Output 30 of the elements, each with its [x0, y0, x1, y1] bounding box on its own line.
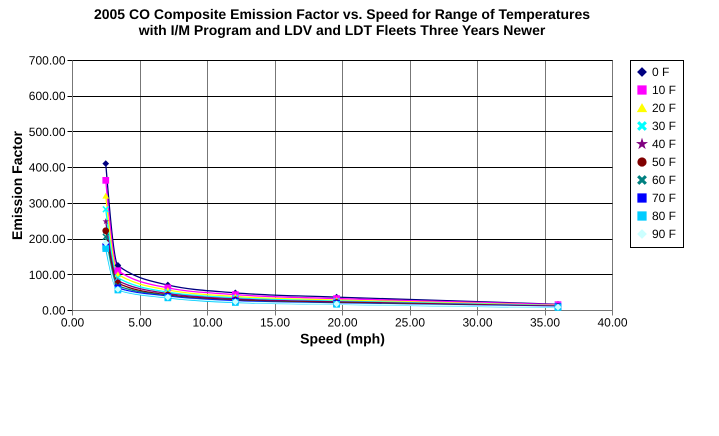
- y-tick-label: 400.00: [28, 160, 66, 175]
- x-tick-label: 15.00: [260, 316, 290, 330]
- x-tick-label: 10.00: [192, 316, 223, 330]
- legend-label: 60 F: [652, 173, 676, 187]
- legend-label: 30 F: [652, 119, 676, 133]
- chart-title: 2005 CO Composite Emission Factor vs. Speed for Range of Temperatures with I/M Program and LDV and LDT Fleets Three Years Newer: [94, 6, 590, 38]
- x-axis-title: Speed (mph): [300, 330, 385, 346]
- legend-label: 10 F: [652, 83, 676, 97]
- y-tick-label: 300.00: [28, 196, 66, 210]
- y-tick-label: 200.00: [28, 232, 66, 246]
- x-tick-label: 20.00: [327, 316, 358, 330]
- x-tick-label: 25.00: [394, 316, 426, 330]
- y-axis-title: Emission Factor: [8, 130, 25, 240]
- legend-label: 90 F: [652, 227, 676, 241]
- y-tick-label: 600.00: [28, 89, 66, 104]
- legend-label: 70 F: [652, 191, 676, 205]
- y-tick-label: 700.00: [28, 54, 66, 68]
- x-tick-label: 40.00: [597, 316, 628, 330]
- legend-label: 20 F: [652, 101, 676, 115]
- x-tick-label: 35.00: [530, 316, 560, 330]
- x-tick-label: 30.00: [462, 316, 493, 330]
- legend-label: 50 F: [652, 155, 676, 169]
- x-tick-label: 0.00: [60, 316, 84, 330]
- legend-label: 80 F: [652, 209, 676, 223]
- y-tick-label: 100.00: [28, 268, 66, 282]
- y-tick-label: 0.00: [42, 304, 66, 318]
- y-tick-label: 500.00: [28, 124, 66, 139]
- legend-label: 40 F: [652, 137, 676, 151]
- x-tick-label: 5.00: [128, 316, 152, 330]
- legend-label: 0 F: [652, 65, 670, 79]
